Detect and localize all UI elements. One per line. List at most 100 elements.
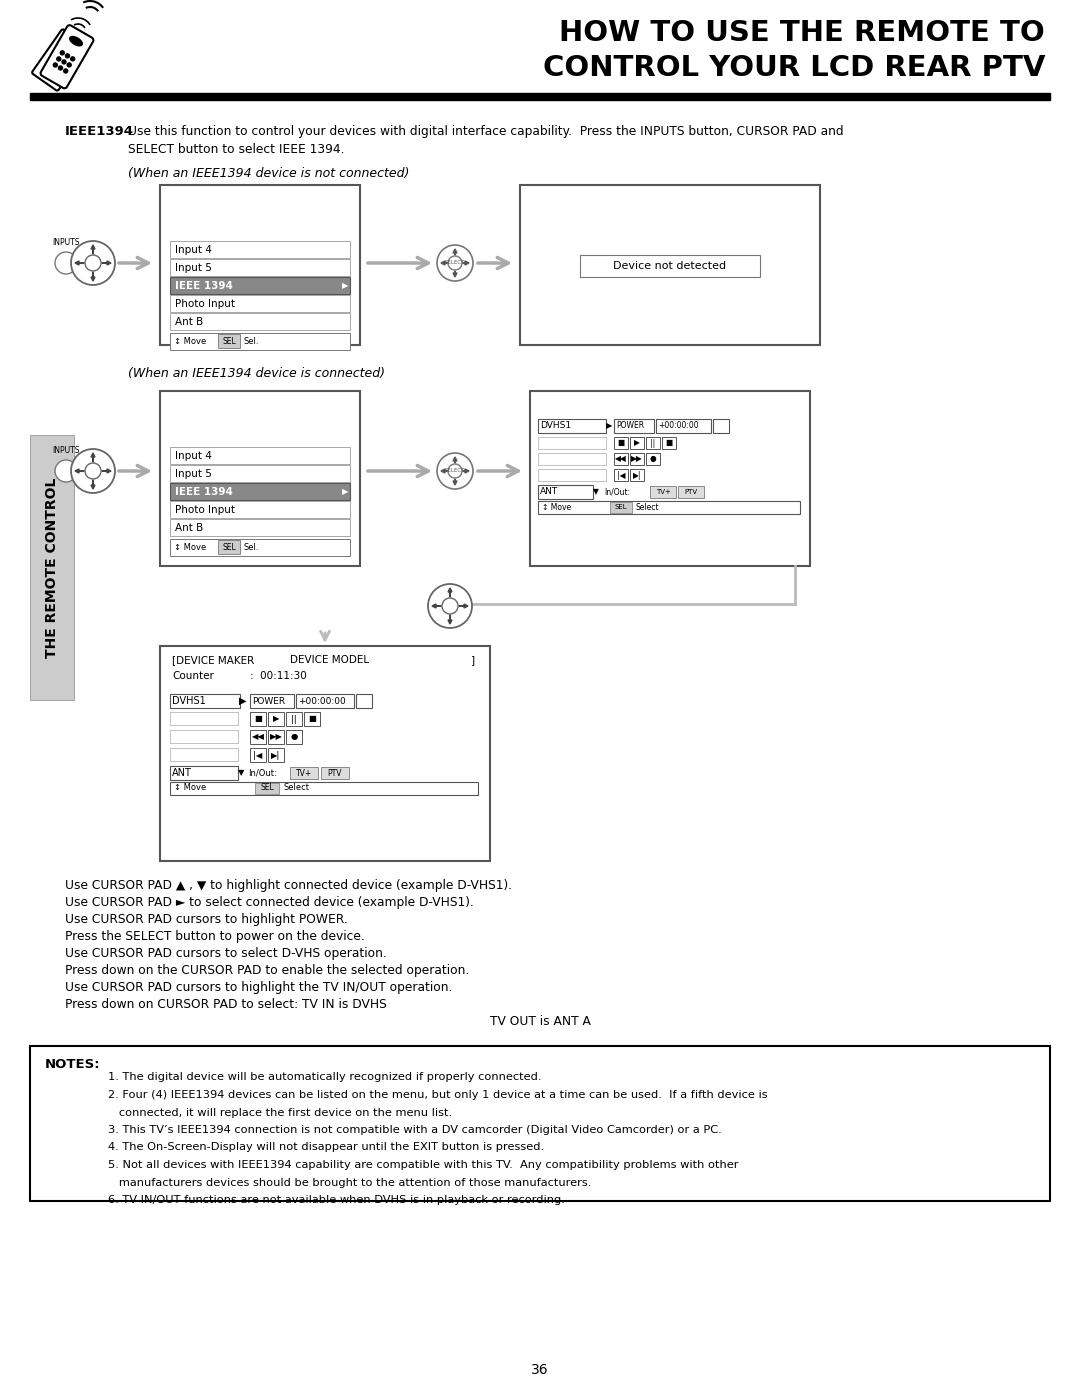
Bar — [170, 539, 350, 556]
Bar — [170, 712, 238, 725]
Bar — [630, 437, 644, 448]
Text: Sel.: Sel. — [244, 338, 259, 346]
Bar — [630, 453, 644, 465]
FancyArrow shape — [453, 249, 457, 256]
Bar — [170, 447, 350, 464]
Text: Sel.: Sel. — [244, 543, 259, 552]
Text: +00:00:00: +00:00:00 — [298, 697, 346, 705]
Text: DEVICE MODEL: DEVICE MODEL — [291, 655, 369, 665]
Text: Counter: Counter — [172, 671, 214, 680]
Ellipse shape — [71, 242, 114, 285]
Text: ▶: ▶ — [341, 282, 348, 291]
Text: 36: 36 — [531, 1363, 549, 1377]
Text: Input 5: Input 5 — [175, 263, 212, 272]
FancyArrow shape — [463, 261, 469, 265]
Text: (When an IEEE1394 device is connected): (When an IEEE1394 device is connected) — [129, 367, 384, 380]
Text: ◀◀: ◀◀ — [252, 732, 265, 742]
Bar — [538, 419, 606, 433]
Text: ↕ Move: ↕ Move — [542, 503, 571, 511]
Bar — [630, 469, 644, 481]
Text: ▶|: ▶| — [633, 471, 642, 479]
Text: IEEE 1394: IEEE 1394 — [175, 488, 233, 497]
Bar — [678, 486, 704, 497]
Bar — [249, 747, 266, 761]
Text: DVHS1: DVHS1 — [540, 422, 571, 430]
Text: Use CURSOR PAD cursors to highlight POWER.: Use CURSOR PAD cursors to highlight POWE… — [65, 914, 348, 926]
Text: [DEVICE MAKER: [DEVICE MAKER — [172, 655, 254, 665]
Text: ●: ● — [650, 454, 657, 464]
Circle shape — [85, 462, 102, 479]
Text: ANT: ANT — [540, 488, 558, 496]
Ellipse shape — [437, 453, 473, 489]
Circle shape — [64, 68, 68, 73]
Text: Photo Input: Photo Input — [175, 299, 235, 309]
Circle shape — [55, 251, 77, 274]
Bar — [170, 766, 238, 780]
Text: Press down on CURSOR PAD to select: TV IN is DVHS: Press down on CURSOR PAD to select: TV I… — [65, 997, 387, 1011]
Bar — [519, 184, 820, 345]
Text: INPUTS: INPUTS — [52, 446, 80, 455]
Bar — [255, 782, 279, 793]
Bar — [646, 453, 660, 465]
FancyArrow shape — [441, 469, 447, 474]
Text: 2. Four (4) IEEE1394 devices can be listed on the menu, but only 1 device at a t: 2. Four (4) IEEE1394 devices can be list… — [108, 1090, 768, 1099]
Bar — [249, 731, 266, 745]
Text: IEEE 1394: IEEE 1394 — [175, 281, 233, 291]
Text: Input 5: Input 5 — [175, 469, 212, 479]
Bar — [656, 419, 711, 433]
Text: manufacturers devices should be brought to the attention of those manufacturers.: manufacturers devices should be brought … — [108, 1178, 592, 1187]
Text: ↕ Move: ↕ Move — [174, 338, 206, 346]
Bar — [610, 502, 632, 513]
Text: ■: ■ — [308, 714, 316, 724]
FancyArrow shape — [453, 479, 457, 485]
Bar — [170, 277, 350, 293]
Bar — [218, 334, 240, 348]
Bar — [268, 712, 284, 726]
Bar — [170, 258, 350, 277]
Bar — [170, 465, 350, 482]
Bar — [170, 520, 350, 536]
Text: Use CURSOR PAD ► to select connected device (example D-VHS1).: Use CURSOR PAD ► to select connected dev… — [65, 895, 474, 909]
Bar — [615, 419, 654, 433]
Bar — [303, 712, 320, 726]
Bar — [538, 437, 606, 448]
Bar — [291, 767, 318, 780]
FancyArrow shape — [453, 271, 457, 277]
Bar — [160, 184, 360, 345]
Text: CONTROL YOUR LCD REAR PTV: CONTROL YOUR LCD REAR PTV — [542, 54, 1045, 82]
Text: ||: || — [292, 714, 297, 724]
Circle shape — [60, 50, 65, 54]
Text: Select: Select — [284, 784, 310, 792]
FancyArrow shape — [441, 261, 447, 265]
Text: In/Out:: In/Out: — [248, 768, 276, 778]
Text: ▶▶: ▶▶ — [631, 454, 643, 464]
Text: TV+: TV+ — [656, 489, 671, 495]
Text: ■: ■ — [254, 714, 262, 724]
Text: ▶: ▶ — [341, 488, 348, 496]
Circle shape — [448, 256, 462, 270]
Text: Use CURSOR PAD ▲ , ▼ to highlight connected device (example D-VHS1).: Use CURSOR PAD ▲ , ▼ to highlight connec… — [65, 879, 512, 893]
Bar — [286, 731, 302, 745]
Bar — [170, 242, 350, 258]
FancyArrow shape — [91, 453, 95, 462]
Ellipse shape — [437, 244, 473, 281]
Bar — [296, 694, 354, 708]
Text: ■: ■ — [618, 439, 624, 447]
Text: ↕ Move: ↕ Move — [174, 543, 206, 552]
Bar — [170, 747, 238, 761]
FancyArrow shape — [448, 588, 453, 597]
Circle shape — [70, 57, 75, 61]
FancyArrow shape — [459, 604, 468, 608]
Bar — [30, 434, 75, 700]
Ellipse shape — [70, 36, 82, 46]
Circle shape — [66, 54, 69, 57]
Circle shape — [62, 60, 66, 64]
FancyArrow shape — [91, 244, 95, 254]
Text: (When an IEEE1394 device is not connected): (When an IEEE1394 device is not connecte… — [129, 168, 409, 180]
Text: SEL: SEL — [222, 543, 235, 552]
Bar — [580, 256, 760, 277]
FancyArrow shape — [448, 615, 453, 624]
Text: Press the SELECT button to power on the device.: Press the SELECT button to power on the … — [65, 930, 365, 943]
Text: THE REMOTE CONTROL: THE REMOTE CONTROL — [45, 478, 59, 658]
Text: SEL: SEL — [260, 784, 274, 792]
